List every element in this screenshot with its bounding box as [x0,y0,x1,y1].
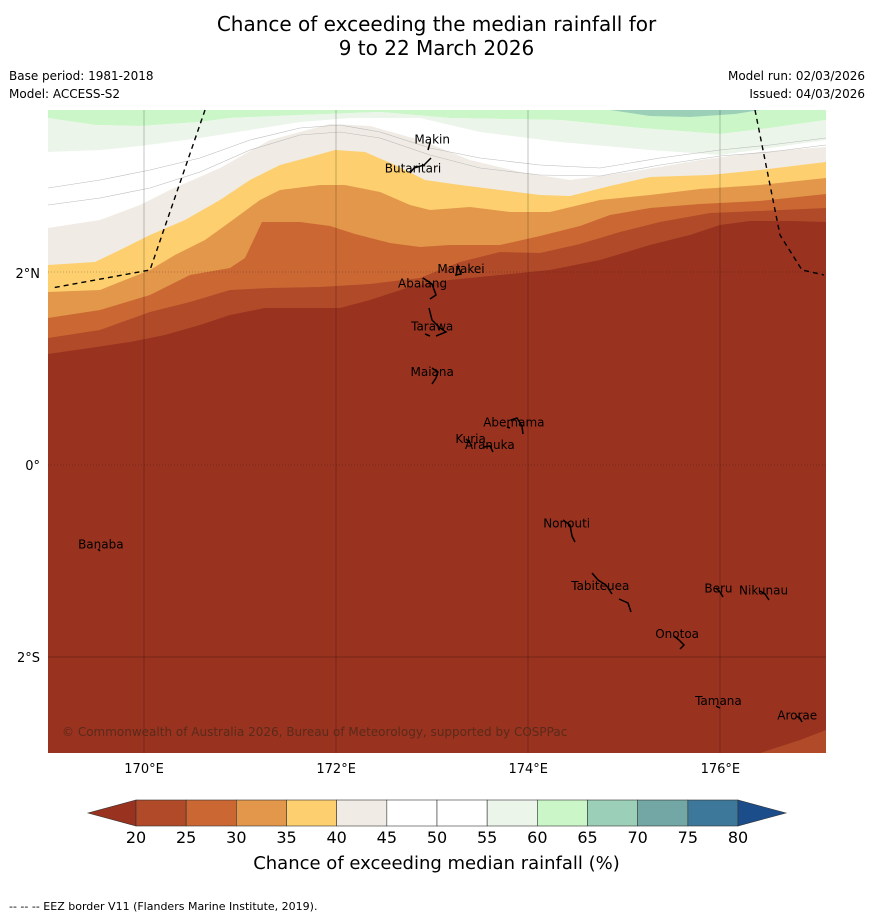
colorbar-tick-label: 25 [175,828,197,847]
colorbar-tick-label: 55 [476,828,498,847]
colorbar-tick-label: 20 [125,828,147,847]
base-period: Base period: 1981-2018 [9,69,154,83]
chart-title: Chance of exceeding the median rainfall … [0,12,873,60]
colorbar-segment [637,799,689,827]
model-name: Model: ACCESS-S2 [9,87,121,101]
issued-date: Issued: 04/03/2026 [749,87,865,101]
title-line-1: Chance of exceeding the median rainfall … [216,12,657,36]
meta-left: Base period: 1981-2018 Model: ACCESS-S2 [9,67,154,103]
eez-border [51,109,825,289]
colorbar-tick-label: 35 [276,828,297,847]
colorbar [86,799,788,827]
colorbar-segment [236,799,287,827]
island-outlines [97,142,803,723]
place-label: Maiana [411,365,454,379]
contour-lines [48,124,826,206]
place-label: Marakei [437,262,484,276]
colorbar-segment [687,799,739,827]
colorbar-segment [486,799,538,827]
latitude-labels: 2°N 0° 2°S [16,267,41,666]
colorbar-tick-label: 45 [376,828,397,847]
graticule [48,110,826,753]
colorbar-high-extend [737,799,788,827]
latitude-tick-label: 2°N [16,267,41,282]
colorbar-segment [587,799,638,827]
place-label: Nikunau [739,584,788,598]
place-label: Beru [704,582,732,596]
model-run: Model run: 02/03/2026 [727,69,865,83]
title-line-2: 9 to 22 March 2026 [338,36,535,60]
place-label: Banaba [78,538,124,552]
colorbar-segment [336,799,388,827]
band-20-25-south [760,730,826,753]
colorbar-tick-label: 30 [226,828,247,847]
eez-footnote: -- -- -- EEZ border V11 (Flanders Marine… [9,900,318,913]
place-label: Makin [414,133,450,147]
colorbar-tick-label: 40 [326,828,347,847]
colorbar-tick-label: 70 [627,828,648,847]
meta-right: Model run: 02/03/2026 Issued: 04/03/2026 [728,67,865,103]
place-label: Abemama [483,416,544,430]
colorbar-segment [537,799,588,827]
band-65-70 [610,110,760,117]
colorbar-tick-label: 75 [677,828,698,847]
band-55-60 [48,112,826,155]
colorbar-tick-label: 80 [727,828,749,847]
place-label: Onotoa [655,627,699,641]
longitude-tick-label: 172°E [316,762,356,777]
band-below-20 [48,221,826,753]
place-label: Aranuka [465,438,515,452]
colorbar-segment [185,799,237,827]
place-label: Abaiang [398,277,447,291]
place-label: Arorae [777,708,817,722]
place-label: Tamana [694,694,742,708]
colorbar-segment [436,799,488,827]
colorbar-title: Chance of exceeding median rainfall (%) [253,853,620,874]
longitude-labels: 170°E 172°E 174°E 176°E [124,762,740,777]
colorbar-segment [386,799,438,827]
longitude-tick-label: 170°E [124,762,164,777]
colorbar-segment [135,799,187,827]
probability-shading [48,110,826,753]
latitude-tick-label: 0° [25,459,40,474]
place-label: Nonouti [543,516,590,530]
place-label: Butaritari [385,161,442,175]
colorbar-tick-label: 65 [577,828,598,847]
place-label: Tabiteuea [570,579,629,593]
latitude-tick-label: 2°S [17,651,40,666]
place-label: Tarawa [410,320,453,334]
colorbar-tick-label: 60 [527,828,548,847]
colorbar-segment [286,799,337,827]
longitude-tick-label: 174°E [508,762,548,777]
band-60-65 [48,110,826,134]
colorbar-tick-label: 50 [426,828,448,847]
place-label: Kuria [455,432,486,446]
colorbar-low-extend [86,799,137,827]
copyright-notice: © Commonwealth of Australia 2026, Bureau… [62,725,567,739]
longitude-tick-label: 176°E [701,762,741,777]
